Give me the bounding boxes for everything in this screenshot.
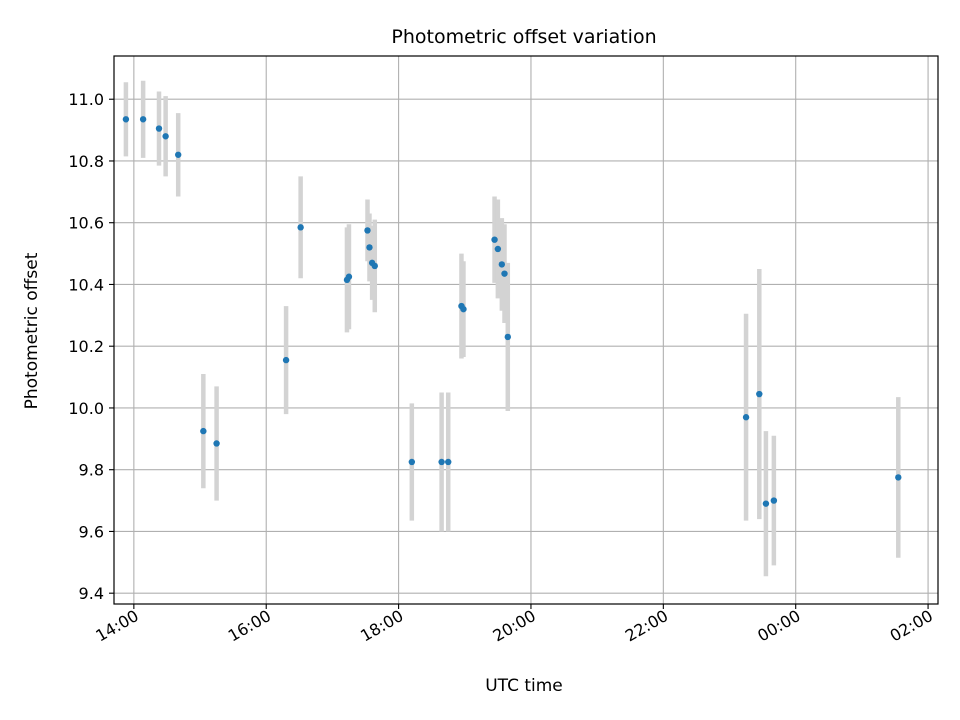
data-point (895, 474, 902, 481)
data-point (498, 261, 506, 268)
data-point (491, 236, 498, 243)
y-tick-label: 9.8 (79, 461, 104, 480)
x-tick-label: 18:00 (357, 606, 406, 646)
data-point (200, 427, 207, 435)
y-tick-label: 9.4 (79, 584, 104, 603)
data-point (345, 273, 353, 280)
data-point (438, 458, 445, 466)
data-point (504, 333, 511, 341)
error-bars (123, 80, 901, 577)
data-point (213, 440, 220, 447)
data-point (162, 133, 169, 140)
data-point (174, 151, 182, 158)
plot-frame (113, 55, 939, 605)
data-point (494, 245, 502, 253)
y-tick-label: 10.8 (68, 152, 104, 171)
data-point (742, 414, 750, 421)
data-point (371, 262, 378, 270)
y-tick-label: 10.4 (68, 275, 104, 294)
grid-lines (114, 56, 938, 604)
y-tick-label: 10.0 (68, 399, 104, 418)
data-point (408, 458, 416, 466)
x-tick-label: 00:00 (754, 606, 803, 646)
y-tick-label: 9.6 (79, 522, 104, 541)
data-point (282, 356, 290, 364)
data-point (366, 244, 373, 251)
x-tick-label: 20:00 (490, 606, 539, 646)
y-tick-label: 10.2 (68, 337, 104, 356)
data-point (364, 227, 371, 234)
x-axis-ticks: 14:00 16:00 18:00 20:00 22:00 00:00 02:00 (92, 604, 936, 646)
y-axis-ticks: 9.4 9.6 9.8 10.0 10.2 10.4 10.6 10.8 11.0 (68, 90, 114, 603)
data-point (139, 116, 147, 123)
data-point (445, 458, 452, 466)
x-tick-label: 22:00 (622, 606, 671, 646)
x-tick-label: 16:00 (225, 606, 274, 646)
x-tick-label: 14:00 (92, 606, 141, 646)
data-point (762, 500, 770, 507)
data-point (155, 125, 163, 132)
x-axis-label: UTC time (485, 676, 563, 696)
data-point (122, 116, 130, 123)
data-points (122, 116, 902, 507)
data-point (756, 390, 763, 398)
y-axis-label: Photometric offset (22, 252, 42, 409)
data-point (501, 270, 508, 277)
x-tick-label: 02:00 (887, 606, 936, 646)
y-tick-label: 10.6 (68, 214, 104, 233)
y-tick-label: 11.0 (68, 90, 104, 109)
data-point (460, 305, 467, 313)
data-point (297, 224, 304, 231)
chart-title: Photometric offset variation (391, 26, 656, 48)
data-point (770, 497, 778, 504)
